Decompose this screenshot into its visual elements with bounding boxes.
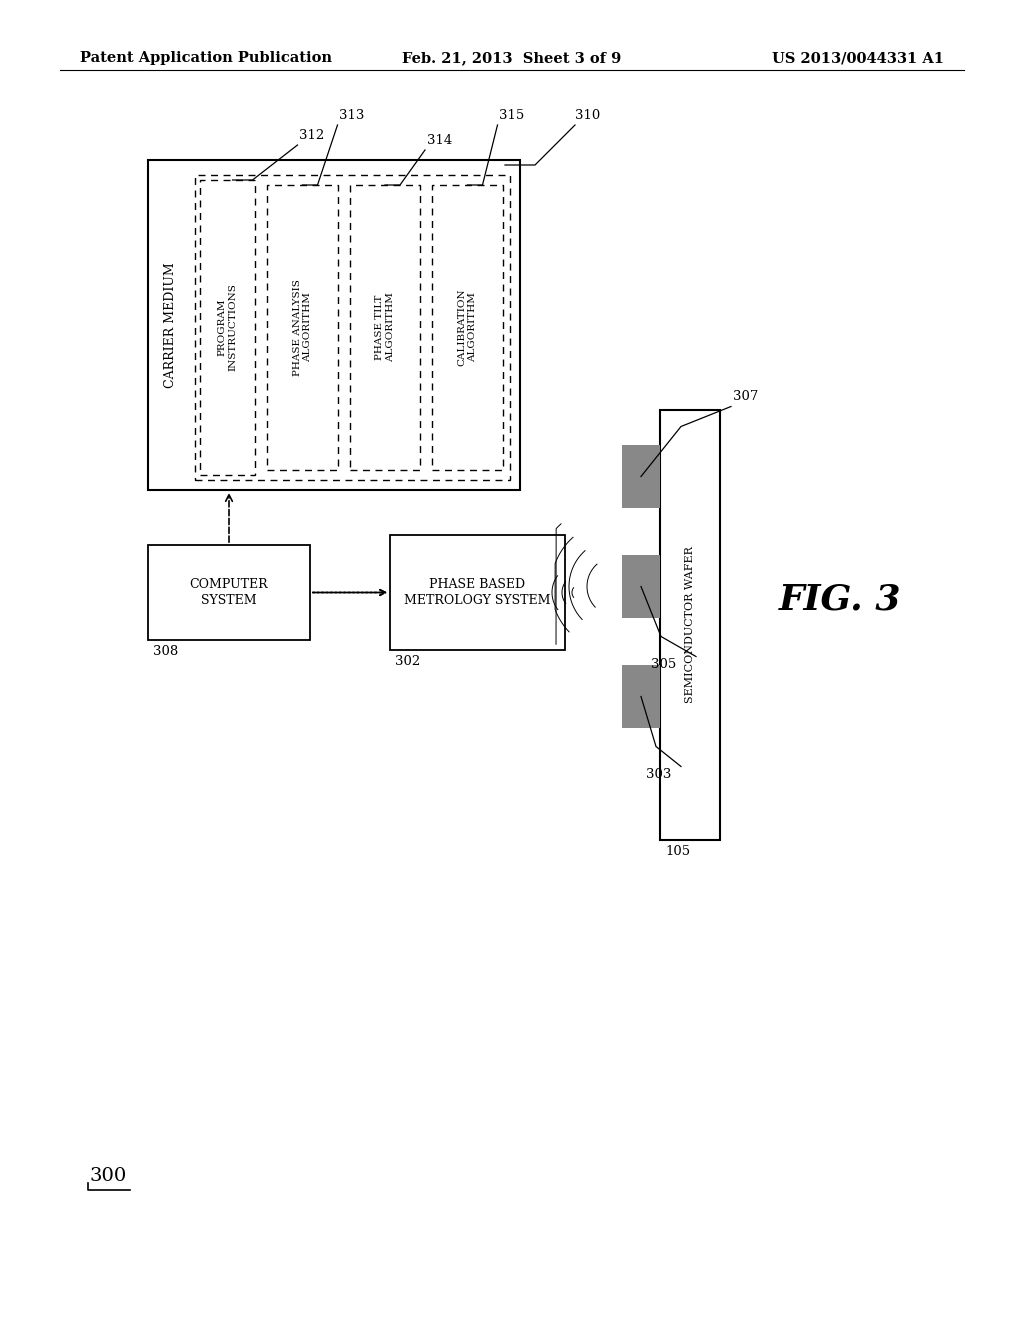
Text: CALIBRATION
ALGORITHM: CALIBRATION ALGORITHM (458, 289, 477, 367)
Text: US 2013/0044331 A1: US 2013/0044331 A1 (772, 51, 944, 65)
Text: 105: 105 (665, 845, 690, 858)
Text: 314: 314 (427, 135, 453, 147)
Text: 302: 302 (395, 655, 420, 668)
Text: 305: 305 (651, 659, 676, 672)
Bar (622, 445, 660, 508)
Text: PHASE ANALYSIS
ALGORITHM: PHASE ANALYSIS ALGORITHM (293, 279, 312, 376)
Text: 308: 308 (153, 645, 178, 657)
Text: COMPUTER
SYSTEM: COMPUTER SYSTEM (189, 578, 268, 606)
Text: Feb. 21, 2013  Sheet 3 of 9: Feb. 21, 2013 Sheet 3 of 9 (402, 51, 622, 65)
Bar (622, 665, 660, 729)
Text: PHASE BASED
METROLOGY SYSTEM: PHASE BASED METROLOGY SYSTEM (404, 578, 551, 606)
Text: SEMICONDUCTOR WAFER: SEMICONDUCTOR WAFER (685, 546, 695, 704)
Text: Patent Application Publication: Patent Application Publication (80, 51, 332, 65)
Text: 303: 303 (646, 768, 672, 781)
Text: 313: 313 (340, 110, 365, 121)
Text: 307: 307 (733, 391, 759, 404)
Bar (622, 554, 660, 618)
Text: PROGRAM
INSTRUCTIONS: PROGRAM INSTRUCTIONS (218, 284, 238, 371)
Text: 300: 300 (89, 1167, 127, 1185)
Text: FIG. 3: FIG. 3 (778, 583, 901, 616)
Text: 312: 312 (299, 129, 325, 143)
Text: CARRIER MEDIUM: CARRIER MEDIUM (164, 263, 176, 388)
Text: 310: 310 (575, 110, 600, 121)
Text: PHASE TILT
ALGORITHM: PHASE TILT ALGORITHM (376, 293, 394, 363)
Text: 315: 315 (500, 110, 524, 121)
